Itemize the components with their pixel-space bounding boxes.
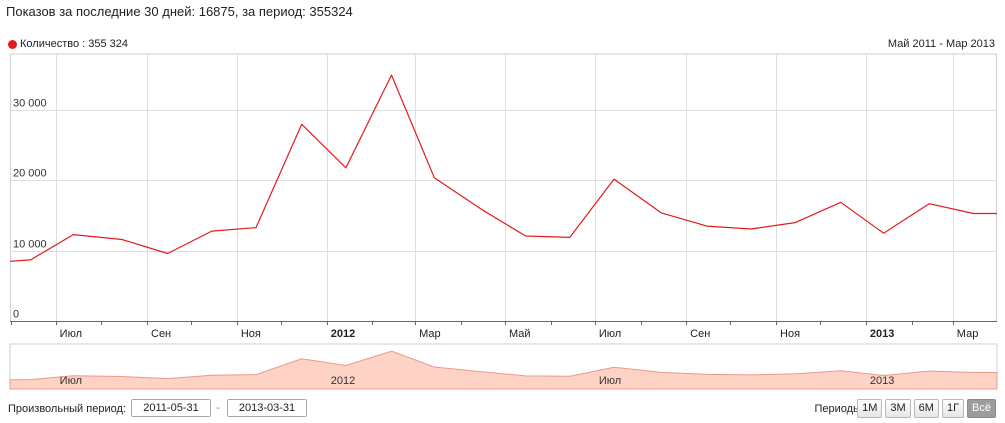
x-tick-label: Сен — [151, 328, 171, 340]
y-tick-label: 0 — [13, 309, 19, 321]
navigator-chart[interactable]: Июл 2012 Июл 2013 — [9, 343, 998, 390]
period-3m-button[interactable]: 3М — [885, 399, 911, 418]
period-1y-button[interactable]: 1Г — [941, 399, 965, 418]
x-tick-label: 2013 — [870, 328, 894, 340]
legend-series-label: Количество : 355 324 — [20, 38, 129, 50]
y-tick-label: 10 000 — [13, 239, 47, 251]
x-tick-label: Мар — [419, 328, 441, 340]
x-tick-label: Мар — [957, 328, 979, 340]
period-controls: Произвольный период: - Периоды: 1М 3М 6М… — [8, 399, 998, 421]
series-layer — [9, 74, 997, 262]
navigator-label: 2013 — [870, 375, 894, 387]
date-from-input[interactable] — [131, 399, 211, 417]
x-axis: Июл Сен Ноя 2012 Мар Май Июл Сен Ноя 2013 Мар — [60, 328, 979, 340]
date-range-label: Май 2011 - Мар 2013 — [887, 38, 995, 50]
x-tick-label: Сен — [690, 328, 710, 340]
chart-grid — [10, 53, 997, 325]
date-to-input[interactable] — [227, 399, 307, 417]
navigator-area — [9, 350, 998, 390]
navigator-label: 2012 — [331, 375, 355, 387]
periods-label: Периоды: — [814, 403, 864, 415]
x-tick-label: Июл — [60, 328, 82, 340]
navigator-label: Июл — [599, 375, 621, 387]
y-tick-label: 30 000 — [13, 98, 47, 110]
custom-period-label: Произвольный период: — [8, 403, 126, 415]
x-tick-label: Ноя — [241, 328, 261, 340]
period-6m-button[interactable]: 6М — [913, 399, 939, 418]
x-tick-label: Июл — [599, 328, 621, 340]
period-1m-button[interactable]: 1М — [857, 399, 883, 418]
page-summary: Показов за последние 30 дней: 16875, за … — [6, 4, 353, 19]
y-tick-label: 20 000 — [13, 168, 47, 180]
period-button-group: 1М 3М 6М 1Г Всё — [857, 399, 996, 418]
navigator-label: Июл — [60, 375, 82, 387]
y-axis: 0 10 000 20 000 30 000 — [13, 98, 47, 321]
chart-legend[interactable]: Количество : 355 324 — [8, 38, 128, 50]
period-all-button[interactable]: Всё — [967, 399, 996, 418]
legend-marker-icon — [8, 39, 17, 49]
x-tick-label: Май — [509, 328, 531, 340]
x-tick-label: 2012 — [331, 328, 355, 340]
series-line — [9, 74, 997, 262]
date-separator: - — [216, 402, 220, 414]
x-tick-label: Ноя — [780, 328, 800, 340]
